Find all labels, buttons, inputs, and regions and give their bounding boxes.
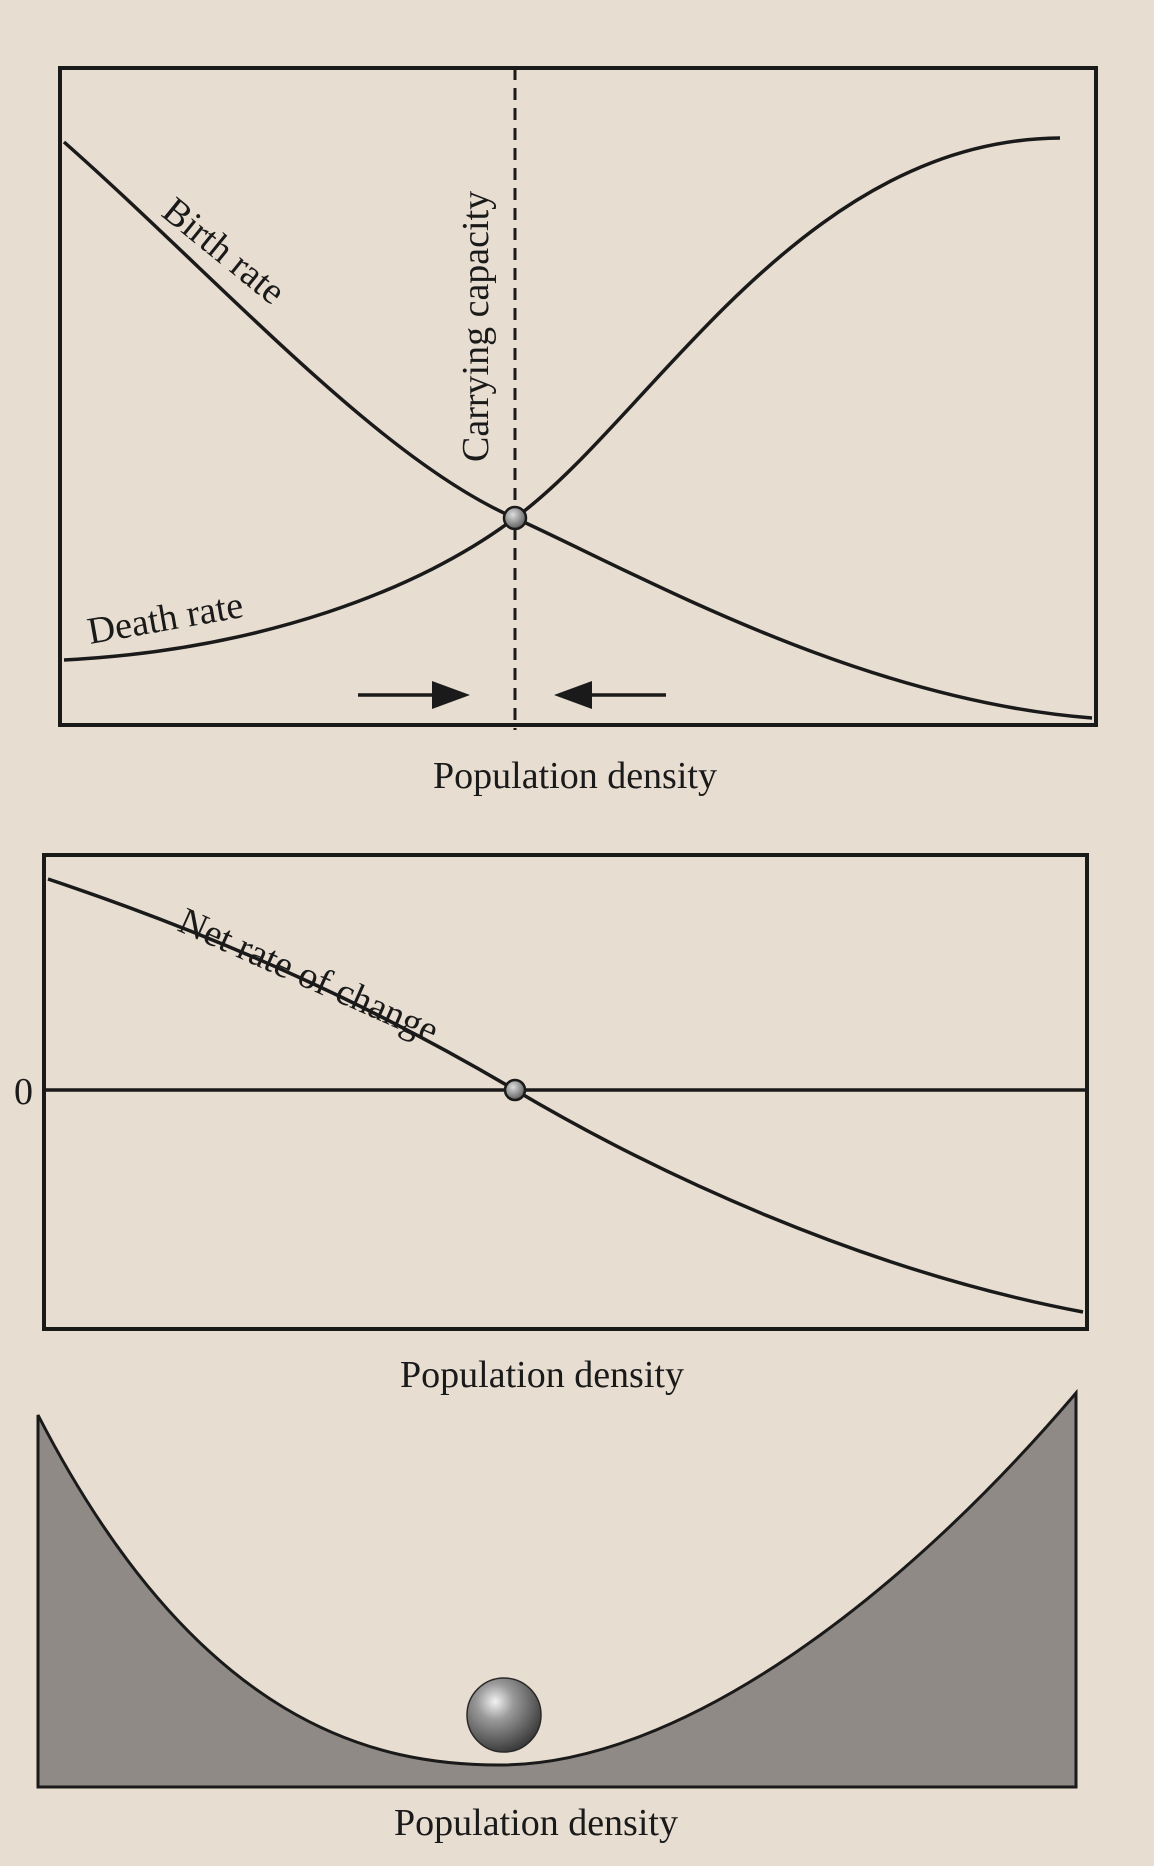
panel2-frame [42, 853, 1089, 1331]
right-arrow-icon [358, 681, 470, 709]
carrying-capacity-label: Carrying capacity [455, 191, 497, 462]
stability-landscape-panel: Population density [36, 1388, 1078, 1844]
birth-death-panel: Birth rate Death rate Carrying capacity … [58, 66, 1098, 797]
panel3-xlabel: Population density [394, 1802, 678, 1844]
death-rate-label: Death rate [84, 584, 246, 653]
stability-landscape [36, 1388, 1078, 1789]
net-rate-panel: 0 Net rate of change Population density [14, 853, 1089, 1396]
death-rate-curve [63, 136, 1061, 662]
left-arrow-icon [554, 681, 666, 709]
panel2-xlabel: Population density [400, 1354, 684, 1396]
net-rate-equilibrium-point [503, 1078, 527, 1102]
ball-icon [466, 1677, 542, 1753]
zero-label: 0 [14, 1071, 33, 1113]
equilibrium-point [502, 505, 528, 531]
net-rate-label: Net rate of change [172, 900, 444, 1052]
birth-rate-label: Birth rate [154, 189, 293, 313]
panel1-xlabel: Population density [433, 755, 717, 797]
panel1-frame [58, 66, 1098, 727]
